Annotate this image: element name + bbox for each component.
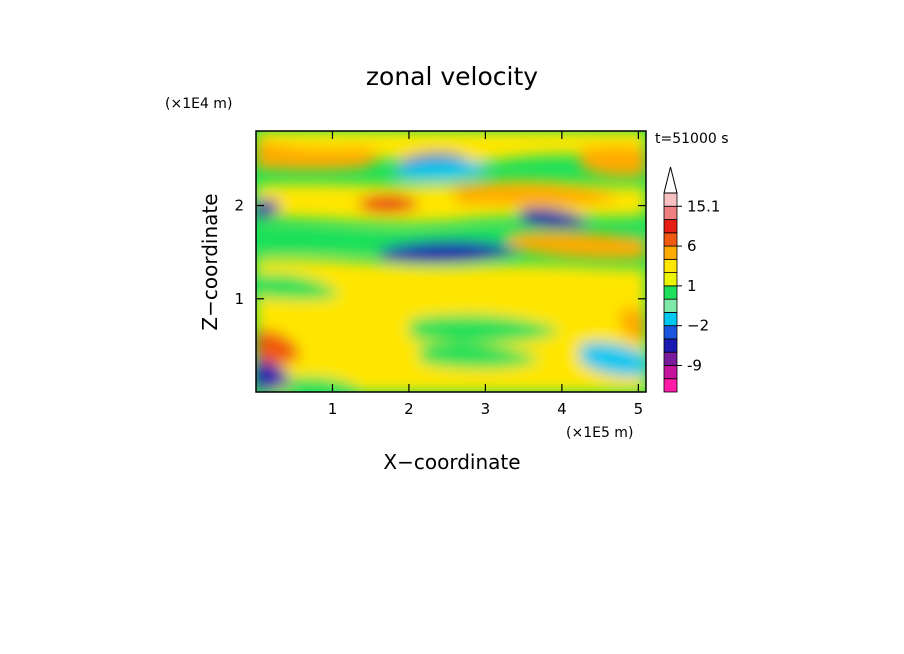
- colorbar-swatch: [663, 378, 678, 393]
- contour-field: [256, 131, 646, 392]
- y-axis: 12: [234, 197, 646, 308]
- colorbar-swatch: [663, 272, 678, 287]
- y-tick-label: 1: [234, 290, 244, 308]
- colorbar: -9 −2 1 6 15.1: [663, 166, 720, 393]
- x-tick-label: 2: [404, 400, 414, 418]
- time-label: t=51000 s: [655, 131, 729, 147]
- x-tick-label: 1: [328, 400, 338, 418]
- colorbar-swatch: [663, 205, 678, 220]
- y-axis-label: Z−coordinate: [198, 193, 222, 330]
- x-axis-label: X−coordinate: [383, 450, 520, 474]
- colorbar-label: −2: [687, 317, 709, 335]
- x-tick-label: 4: [557, 400, 567, 418]
- colorbar-swatch: [663, 311, 678, 327]
- x-axis: 1 2 3 4 5: [328, 131, 643, 418]
- colorbar-swatch: [663, 232, 678, 247]
- colorbar-label: -9: [687, 356, 702, 374]
- colorbar-swatch: [663, 285, 678, 300]
- colorbar-swatch: [663, 245, 678, 260]
- colorbar-swatch: [663, 338, 678, 353]
- x-tick-label: 3: [481, 400, 491, 418]
- velocity-contours: [256, 131, 646, 392]
- x-scale-note: (×1E5 m): [566, 425, 633, 441]
- colorbar-extend-arrow: [663, 166, 678, 194]
- colorbar-swatch: [663, 351, 678, 366]
- colorbar-label: 15.1: [687, 197, 720, 215]
- colorbar-label: 6: [687, 237, 697, 255]
- colorbar-swatch: [663, 258, 678, 274]
- plot-frame: [255, 130, 647, 393]
- colorbar-swatch: [663, 325, 678, 340]
- colorbar-swatch: [663, 298, 678, 313]
- colorbar-swatch: [663, 192, 678, 207]
- chart-title: zonal velocity: [366, 62, 538, 91]
- colorbar-label: 1: [687, 277, 697, 295]
- y-tick-label: 2: [234, 197, 244, 215]
- colorbar-swatch: [663, 219, 678, 234]
- y-scale-note: (×1E4 m): [165, 96, 232, 112]
- x-tick-label: 5: [634, 400, 644, 418]
- colorbar-swatch: [663, 365, 678, 380]
